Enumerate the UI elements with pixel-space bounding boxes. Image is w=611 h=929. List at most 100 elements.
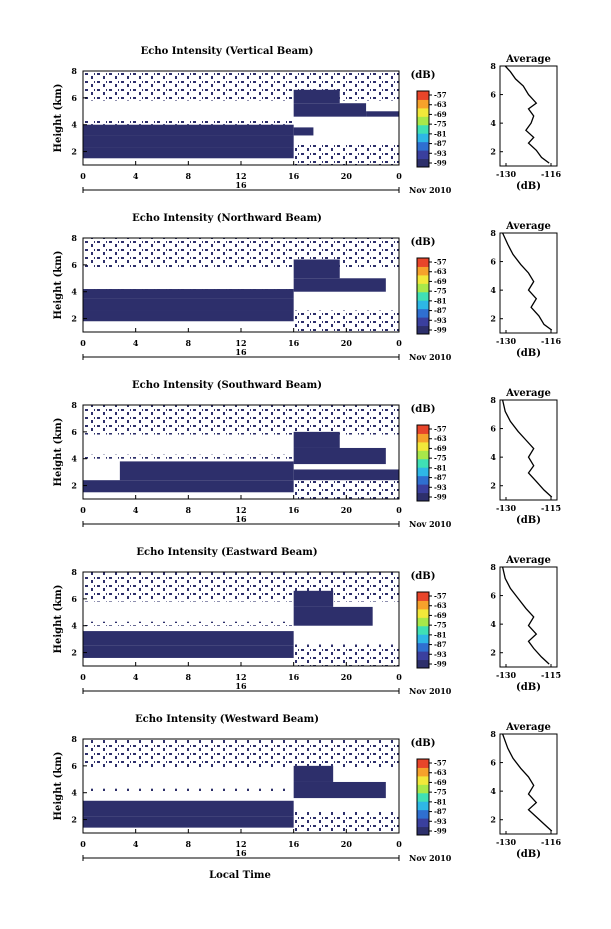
colorbar-swatch — [417, 150, 429, 160]
date-label: 16 — [235, 180, 247, 190]
colorbar-swatch — [417, 634, 429, 644]
echo-cell — [83, 480, 294, 493]
colorbar-swatch — [417, 124, 429, 134]
echo-cell — [83, 289, 294, 299]
average-x-tick-label: -130 — [496, 503, 516, 513]
average-y-tick-label: 8 — [490, 61, 496, 71]
colorbar-tick-label: -87 — [434, 807, 447, 816]
x-tick-label: 20 — [341, 171, 353, 181]
y-tick-label: 4 — [71, 788, 77, 798]
colorbar-unit: (dB) — [411, 237, 436, 248]
echo-cell — [293, 447, 386, 465]
y-tick-label: 6 — [71, 93, 77, 103]
colorbar-tick-label: -81 — [434, 463, 447, 472]
colorbar-tick-label: -99 — [434, 660, 447, 669]
colorbar-swatch — [417, 325, 429, 335]
average-y-tick-label: 4 — [490, 285, 496, 295]
y-tick-label: 4 — [71, 287, 77, 297]
average-title: Average — [505, 555, 551, 566]
colorbar-swatch — [417, 608, 429, 618]
colorbar-frame — [416, 424, 430, 502]
colorbar-tick-label: -63 — [434, 768, 447, 777]
echo-speckle-upper — [83, 739, 399, 769]
colorbar-swatch — [417, 133, 429, 143]
colorbar-tick-label: -93 — [434, 149, 447, 158]
average-profile-line — [504, 65, 550, 164]
average-x-label: (dB) — [516, 682, 541, 693]
echo-speckle-upper — [83, 238, 399, 268]
y-axis-label: Height (km) — [53, 418, 64, 487]
average-y-tick-label: 2 — [490, 648, 496, 658]
colorbar-tick-label: -57 — [434, 258, 447, 267]
colorbar-swatch — [417, 775, 429, 785]
echo-cell — [293, 103, 367, 117]
colorbar-tick-label: -57 — [434, 91, 447, 100]
x-tick-label: 8 — [186, 672, 192, 682]
echo-speckle-mid — [83, 120, 294, 125]
x-tick-label: 20 — [341, 338, 353, 348]
colorbar-tick-label: -93 — [434, 316, 447, 325]
colorbar-tick-label: -87 — [434, 473, 447, 482]
average-x-tick-label: -116 — [541, 169, 561, 179]
y-tick-label: 8 — [71, 400, 77, 410]
y-axis-label: Height (km) — [53, 84, 64, 153]
colorbar-swatch — [417, 258, 429, 267]
echo-cell — [366, 111, 399, 117]
average-x-label: (dB) — [516, 849, 541, 860]
average-frame — [499, 733, 558, 835]
colorbar-unit: (dB) — [411, 70, 436, 81]
colorbar-swatch — [417, 467, 429, 477]
colorbar-tick-label: -87 — [434, 306, 447, 315]
x-tick-label: 16 — [288, 171, 300, 181]
x-axis-label: Local Time — [209, 870, 271, 881]
average-frame — [499, 65, 558, 167]
average-y-tick-label: 2 — [490, 147, 496, 157]
y-tick-label: 8 — [71, 567, 77, 577]
colorbar-frame — [416, 257, 430, 335]
panel-title: Echo Intensity (Vertical Beam) — [141, 46, 314, 57]
echo-cell — [293, 278, 386, 292]
average-x-tick-label: -116 — [541, 336, 561, 346]
colorbar-swatch — [417, 651, 429, 661]
month-year-label: Nov 2010 — [409, 853, 452, 863]
colorbar-swatch — [417, 141, 429, 151]
y-tick-label: 2 — [71, 481, 77, 491]
colorbar-swatch — [417, 433, 429, 443]
average-x-tick-label: -116 — [541, 837, 561, 847]
colorbar-tick-label: -69 — [434, 277, 447, 286]
x-tick-label: 8 — [186, 505, 192, 515]
echo-cell — [83, 298, 294, 311]
x-tick-label: 0 — [396, 505, 402, 515]
colorbar-unit: (dB) — [411, 738, 436, 749]
y-tick-label: 4 — [71, 621, 77, 631]
average-y-tick-label: 8 — [490, 228, 496, 238]
y-tick-label: 6 — [71, 427, 77, 437]
colorbar-swatch — [417, 625, 429, 635]
colorbar-swatch — [417, 642, 429, 652]
average-x-tick-label: -130 — [496, 336, 516, 346]
colorbar-swatch — [417, 592, 429, 601]
colorbar-unit: (dB) — [411, 404, 436, 415]
colorbar-tick-label: -93 — [434, 817, 447, 826]
x-tick-label: 0 — [396, 839, 402, 849]
colorbar-swatch — [417, 283, 429, 293]
colorbar-swatch — [417, 809, 429, 819]
average-y-tick-label: 6 — [490, 90, 496, 100]
x-tick-label: 20 — [341, 672, 353, 682]
y-tick-label: 6 — [71, 594, 77, 604]
echo-cell — [83, 645, 294, 658]
colorbar-swatch — [417, 484, 429, 494]
x-tick-label: 16 — [288, 505, 300, 515]
average-title: Average — [505, 54, 551, 65]
colorbar-tick-label: -57 — [434, 592, 447, 601]
y-tick-label: 6 — [71, 761, 77, 771]
average-frame — [499, 566, 558, 668]
x-tick-label: 12 — [235, 171, 246, 181]
echo-speckle-upper — [83, 71, 399, 101]
x-tick-label: 12 — [235, 338, 246, 348]
colorbar-swatch — [417, 659, 429, 669]
average-x-tick-label: -130 — [496, 169, 516, 179]
colorbar-tick-label: -99 — [434, 159, 447, 168]
colorbar-unit: (dB) — [411, 571, 436, 582]
